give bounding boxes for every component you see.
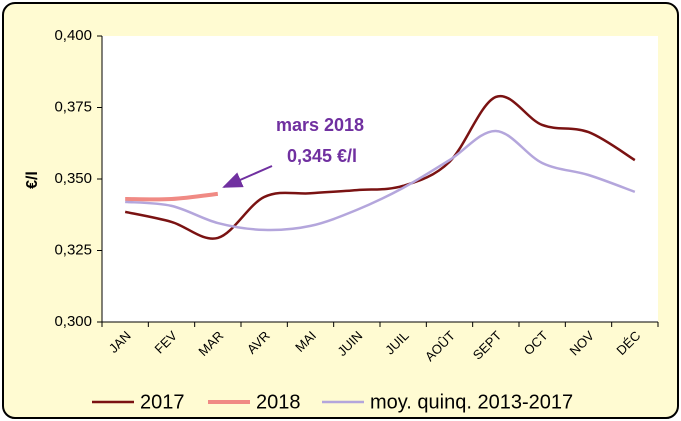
legend-label: 2017 bbox=[140, 391, 185, 413]
y-tick-label: 0,375 bbox=[54, 98, 92, 115]
y-tick-label: 0,300 bbox=[54, 313, 92, 330]
series-line bbox=[124, 94, 636, 240]
plot-area bbox=[102, 36, 658, 322]
y-tick-label: 0,325 bbox=[54, 241, 92, 258]
series-line bbox=[125, 129, 636, 232]
legend-label: 2018 bbox=[256, 391, 301, 413]
y-tick-label: 0,350 bbox=[54, 170, 92, 187]
legend-label: moy. quinq. 2013-2017 bbox=[370, 391, 573, 413]
series-line bbox=[125, 191, 219, 202]
annotation-arrow bbox=[222, 165, 273, 188]
y-tick-label: 0,400 bbox=[54, 27, 92, 44]
y-axis-label: €/l bbox=[24, 171, 41, 189]
annotation: 0,345 €/l bbox=[287, 146, 357, 166]
annotation: mars 2018 bbox=[276, 115, 364, 135]
